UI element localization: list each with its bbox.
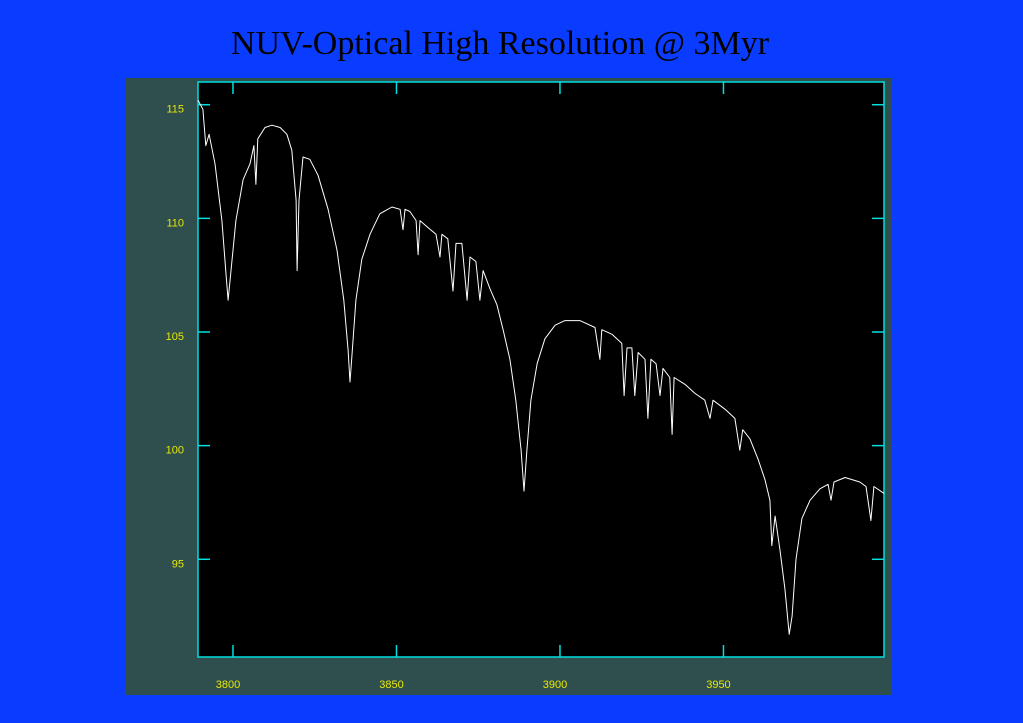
x-tick-label: 3850: [379, 679, 403, 691]
y-tick-label: 110: [166, 217, 184, 229]
y-tick-label: 100: [166, 445, 184, 457]
chart-title: NUV-Optical High Resolution @ 3Myr: [231, 25, 770, 62]
plot-area: [197, 81, 885, 658]
spectrum-line: [197, 99, 885, 635]
y-tick-label: 105: [166, 331, 184, 343]
x-tick-label: 3950: [706, 679, 730, 691]
y-tick-label: 95: [172, 558, 184, 570]
y-tick-label: 115: [166, 104, 184, 116]
x-tick-label: 3800: [216, 679, 240, 691]
x-tick-label: 3900: [543, 679, 567, 691]
